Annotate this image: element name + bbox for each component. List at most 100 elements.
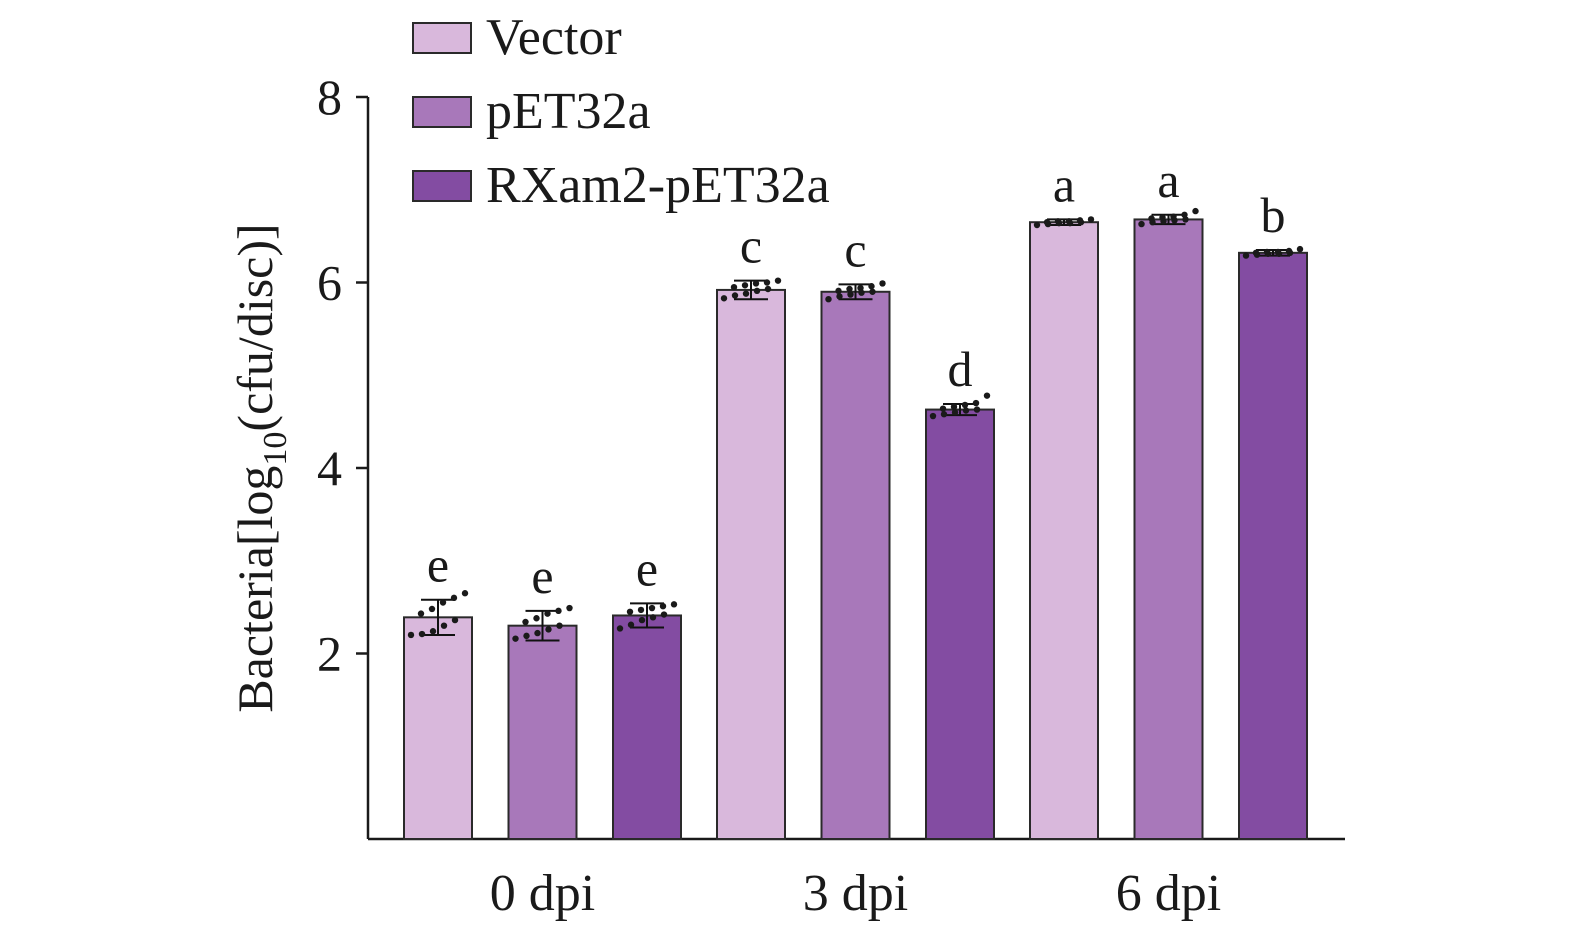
data-point xyxy=(670,601,678,608)
data-point xyxy=(1296,245,1304,253)
data-point xyxy=(1087,216,1095,223)
data-point xyxy=(627,621,635,628)
data-point xyxy=(983,392,991,399)
data-point xyxy=(929,412,937,420)
data-point xyxy=(753,287,761,295)
data-point xyxy=(616,625,624,632)
data-point xyxy=(1170,213,1177,220)
data-point xyxy=(566,604,573,612)
significance-letter: a xyxy=(1053,156,1075,212)
significance-letter: a xyxy=(1157,152,1179,208)
data-point xyxy=(1043,219,1051,226)
legend-label: Vector xyxy=(486,9,622,66)
data-point xyxy=(659,602,667,610)
bar xyxy=(716,288,786,841)
data-point xyxy=(1181,211,1188,218)
bar xyxy=(507,624,578,840)
legend-swatch xyxy=(412,22,472,54)
y-tick-label: 6 xyxy=(317,255,342,311)
data-point xyxy=(461,590,469,597)
data-point xyxy=(846,285,853,293)
data-point xyxy=(417,610,425,617)
y-tick-label: 8 xyxy=(317,69,342,125)
significance-letter: c xyxy=(740,218,762,274)
legend-label: pET32a xyxy=(486,83,651,140)
data-point xyxy=(1138,220,1145,228)
data-point xyxy=(429,628,437,635)
legend-label: RXam2-pET32a xyxy=(486,157,830,214)
data-point xyxy=(1285,247,1293,255)
data-point xyxy=(407,631,415,639)
significance-letter: d xyxy=(948,341,973,397)
data-point xyxy=(533,615,540,622)
data-point xyxy=(1148,215,1155,222)
data-point xyxy=(950,403,958,410)
data-point xyxy=(951,409,959,416)
data-point xyxy=(428,605,436,613)
bar xyxy=(820,290,891,840)
data-point xyxy=(534,629,541,637)
legend-swatch xyxy=(412,96,472,128)
data-point xyxy=(638,616,646,624)
data-point xyxy=(825,295,832,303)
significance-letter: e xyxy=(636,540,658,596)
data-point xyxy=(763,279,771,286)
bar xyxy=(925,408,995,840)
data-point xyxy=(868,283,875,290)
data-point xyxy=(1065,218,1073,225)
legend-swatch xyxy=(412,170,472,202)
data-point xyxy=(741,282,749,289)
data-point xyxy=(544,610,551,617)
data-point xyxy=(649,614,657,621)
y-tick-label: 4 xyxy=(317,440,342,496)
data-point xyxy=(940,411,948,418)
data-point xyxy=(440,622,448,629)
bar xyxy=(403,616,473,841)
data-point xyxy=(512,635,519,642)
data-point xyxy=(660,611,668,618)
x-axis: 0 dpi 3 dpi 6 dpi xyxy=(368,837,1345,922)
data-point xyxy=(972,399,980,407)
data-point xyxy=(1054,218,1062,225)
significance-letter: e xyxy=(531,548,553,604)
data-point xyxy=(1274,248,1282,256)
data-point xyxy=(730,283,738,291)
bar xyxy=(612,614,682,840)
data-point xyxy=(555,607,562,615)
y-axis-title: Bacteria[log10(cfu/disc)] xyxy=(227,223,294,712)
data-point xyxy=(742,290,750,297)
bar xyxy=(1029,221,1099,840)
data-point xyxy=(450,594,458,602)
legend: Vector pET32a RXam2-pET32a xyxy=(412,9,830,214)
data-point xyxy=(857,284,864,292)
y-axis: 2 4 6 8 xyxy=(317,69,370,839)
x-category-label: 3 dpi xyxy=(803,865,908,922)
x-category-label: 0 dpi xyxy=(490,865,595,922)
data-point xyxy=(1242,252,1250,259)
data-point xyxy=(720,295,728,302)
data-point xyxy=(1263,248,1271,256)
data-point xyxy=(1033,221,1041,229)
data-point xyxy=(545,626,552,633)
bars: e e e c c d a a b xyxy=(403,152,1308,841)
data-point xyxy=(962,407,970,414)
data-point xyxy=(522,618,529,626)
significance-letter: c xyxy=(844,221,866,277)
data-point xyxy=(1159,214,1166,221)
x-category-label: 6 dpi xyxy=(1116,865,1221,922)
data-point xyxy=(1076,217,1084,224)
y-ticks: 2 4 6 8 xyxy=(317,69,368,682)
bar xyxy=(1238,251,1308,840)
data-point xyxy=(1192,207,1199,215)
data-point xyxy=(879,280,886,287)
data-point xyxy=(764,285,772,293)
data-point xyxy=(418,630,426,638)
x-category-labels: 0 dpi 3 dpi 6 dpi xyxy=(490,865,1221,922)
significance-letter: b xyxy=(1261,187,1286,243)
data-point xyxy=(637,606,645,614)
data-point xyxy=(939,405,947,412)
bar xyxy=(1133,218,1204,840)
data-point xyxy=(961,401,969,409)
data-point xyxy=(648,604,656,612)
